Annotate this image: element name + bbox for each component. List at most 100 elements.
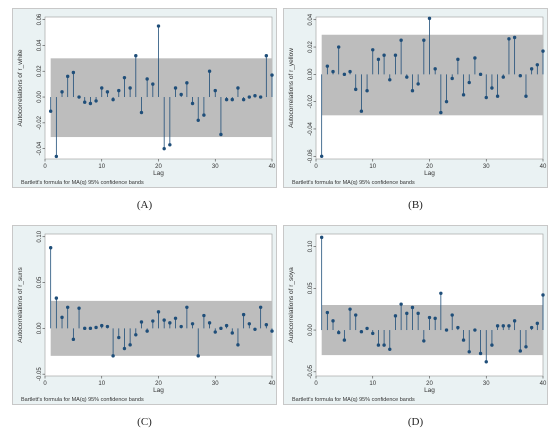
acf-point xyxy=(456,325,460,330)
acf-point xyxy=(325,64,330,68)
acf-point xyxy=(196,354,200,358)
acf-point xyxy=(224,97,229,102)
acf-point xyxy=(478,351,483,356)
chart-svg: -0.06 -0.04 -0.02 0.00 0.02 0.04 0 10 20 30 40 Lag A… xyxy=(288,13,547,186)
acf-point xyxy=(94,325,98,330)
acf-point xyxy=(490,343,494,347)
x-tick-label: 10 xyxy=(369,164,376,170)
acf-point xyxy=(134,54,138,58)
acf-point xyxy=(422,38,426,42)
y-tick-label: 0.04 xyxy=(308,13,314,25)
acf-point xyxy=(359,109,364,113)
acf-point xyxy=(348,69,352,74)
acf-point xyxy=(529,67,534,71)
acf-point xyxy=(190,101,195,106)
acf-point xyxy=(461,93,466,97)
acf-point xyxy=(230,331,234,335)
acf-point xyxy=(219,132,223,137)
acf-point xyxy=(122,346,127,351)
acf-point xyxy=(416,311,420,316)
acf-point xyxy=(202,113,206,117)
x-tick-label: 40 xyxy=(540,164,547,170)
x-tick-label: 20 xyxy=(426,381,433,387)
acf-point xyxy=(241,97,246,102)
y-tick-label: -0.05 xyxy=(37,367,43,381)
acf-point xyxy=(122,75,127,80)
acf-point xyxy=(270,73,274,77)
acf-point xyxy=(247,322,251,326)
acf-point xyxy=(264,54,269,58)
acf-point xyxy=(151,319,155,323)
acf-point xyxy=(348,307,352,311)
acf-point xyxy=(207,69,212,73)
acf-point xyxy=(512,35,517,40)
acf-point xyxy=(365,89,369,93)
acf-point xyxy=(60,90,64,94)
acf-point xyxy=(365,326,369,331)
acf-point xyxy=(331,319,335,323)
confidence-band xyxy=(321,305,543,356)
acf-point xyxy=(535,63,540,67)
acf-point xyxy=(393,53,398,57)
confidence-note: Bartlett's formula for MA(q) 95% confide… xyxy=(292,180,415,186)
acf-point xyxy=(422,339,426,343)
y-tick-label: 0.00 xyxy=(37,322,43,334)
acf-point xyxy=(467,80,471,85)
x-tick-label: 0 xyxy=(314,164,318,170)
acf-point xyxy=(134,333,138,337)
y-axis-title: Autocorrelations of r_suns xyxy=(17,266,24,342)
acf-point xyxy=(337,330,341,335)
acf-point xyxy=(224,323,229,328)
acf-point xyxy=(236,343,240,347)
acf-point xyxy=(541,293,545,297)
acf-point xyxy=(325,310,330,315)
acf-point xyxy=(518,74,522,78)
x-tick-label: 10 xyxy=(98,381,105,387)
acf-point xyxy=(66,74,70,79)
y-tick-label: 0.10 xyxy=(308,240,314,252)
acf-point xyxy=(202,313,206,318)
confidence-band xyxy=(50,300,272,356)
y-tick-label: 0.00 xyxy=(37,91,43,103)
acf-point xyxy=(207,321,212,325)
y-axis-title: Autocorrelations of r_soya xyxy=(288,267,295,343)
acf-point xyxy=(473,56,477,60)
y-tick-label: 0.10 xyxy=(37,230,43,242)
acf-point xyxy=(410,89,415,93)
acf-point xyxy=(230,97,234,102)
y-tick-label: 0.02 xyxy=(37,65,43,77)
acf-point xyxy=(529,325,534,330)
x-tick-label: 30 xyxy=(212,381,219,387)
acf-point xyxy=(433,67,437,71)
acf-point xyxy=(241,312,246,317)
acf-point xyxy=(478,72,483,77)
acf-point xyxy=(77,95,81,99)
acf-point xyxy=(433,316,437,321)
acf-point xyxy=(450,76,454,81)
acf-point xyxy=(100,323,104,328)
y-tick-label: -0.06 xyxy=(308,149,314,163)
acf-point xyxy=(48,246,53,250)
chart-panel-b: -0.06 -0.04 -0.02 0.00 0.02 0.04 0 10 20 30 40 Lag A… xyxy=(283,8,548,188)
acf-point xyxy=(71,337,76,342)
x-tick-label: 10 xyxy=(369,381,376,387)
panel-label-c: (C) xyxy=(137,416,152,428)
y-axis-title: Autocorrelations of r_yellow xyxy=(288,48,295,128)
x-tick-label: 10 xyxy=(98,164,105,170)
acf-point xyxy=(264,322,269,327)
acf-point xyxy=(162,318,166,322)
y-tick-label: 0.05 xyxy=(37,276,43,288)
acf-point xyxy=(382,53,386,57)
chart-panel-d: -0.05 0.00 0.05 0.10 0 10 20 30 40 Lag Autocorrela… xyxy=(283,225,548,405)
acf-point xyxy=(444,328,449,332)
acf-point xyxy=(83,326,87,331)
acf-point xyxy=(495,324,500,328)
chart-panel-c: -0.05 0.00 0.05 0.10 0 10 20 30 40 Lag Autocorrela… xyxy=(12,225,277,405)
acf-point xyxy=(518,349,522,353)
acf-point xyxy=(439,110,443,115)
x-tick-label: 30 xyxy=(483,381,490,387)
acf-point xyxy=(156,24,161,28)
panel-label-a: (A) xyxy=(136,199,153,211)
acf-point xyxy=(173,316,178,320)
acf-point xyxy=(495,94,500,98)
